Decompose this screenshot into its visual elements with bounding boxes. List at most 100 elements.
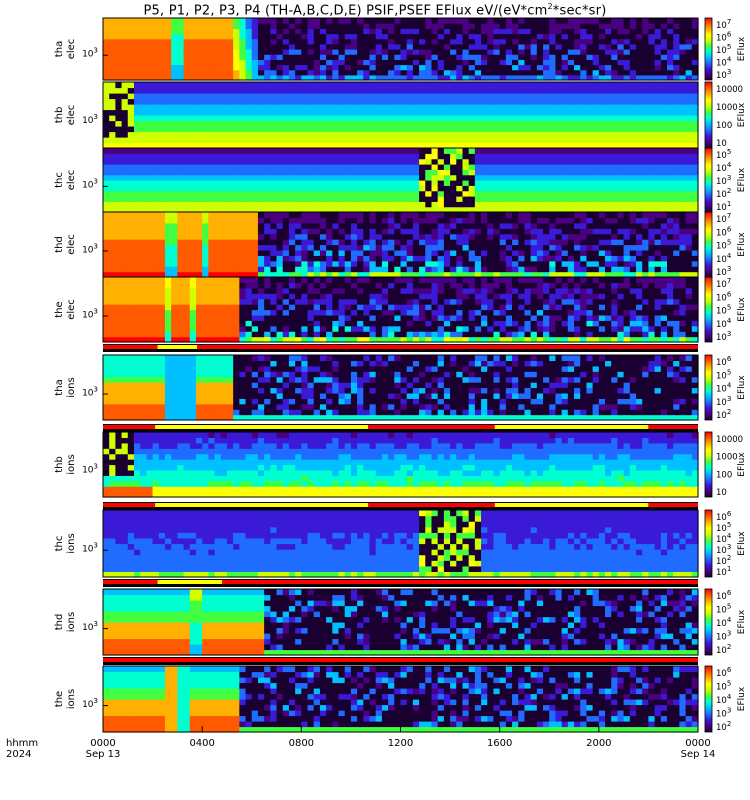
heatmap-cell [251, 314, 259, 321]
heatmap-cell [468, 212, 476, 219]
heatmap-cell [183, 244, 191, 251]
heatmap-cell [499, 109, 507, 116]
heatmap-cell [468, 54, 476, 60]
heatmap-cell [208, 180, 216, 186]
heatmap-cell [443, 233, 451, 240]
heatmap-cell [140, 28, 147, 35]
heatmap-cell [288, 185, 296, 192]
heatmap-cell [642, 109, 650, 116]
heatmap-cell [431, 120, 439, 127]
heatmap-cell [177, 131, 185, 138]
heatmap-cell [685, 69, 693, 76]
heatmap-cell [226, 109, 234, 116]
heatmap-cell [319, 23, 327, 29]
heatmap-cell [214, 185, 222, 192]
heatmap-cell [412, 266, 420, 273]
heatmap-cell [127, 104, 135, 111]
heatmap-cell [673, 104, 681, 111]
heatmap-cell [115, 190, 123, 197]
heatmap-cell [437, 158, 445, 165]
heatmap-cell [691, 49, 699, 55]
heatmap-cell [468, 142, 476, 149]
heatmap-cell [679, 109, 687, 116]
heatmap-cell [326, 104, 333, 111]
heatmap-cell [115, 131, 123, 138]
heatmap-cell [406, 87, 414, 94]
heatmap-cell [251, 309, 259, 316]
heatmap-cell [425, 115, 433, 122]
heatmap-cell [673, 164, 681, 170]
heatmap-cell [443, 206, 451, 213]
heatmap-cell [400, 87, 408, 94]
heatmap-cell [462, 196, 470, 202]
heatmap-cell [189, 174, 197, 181]
heatmap-cell [660, 174, 668, 181]
heatmap-cell [307, 126, 315, 133]
heatmap-cell [115, 271, 123, 278]
heatmap-cell [443, 82, 451, 89]
heatmap-cell [307, 49, 315, 55]
heatmap-cell [574, 153, 581, 160]
heatmap-cell [474, 164, 482, 170]
heatmap-cell [425, 196, 433, 202]
heatmap-cell [660, 104, 668, 111]
heatmap-cell [171, 309, 178, 316]
heatmap-cell [133, 222, 141, 229]
heatmap-cell [133, 82, 141, 89]
heatmap-cell [598, 233, 606, 240]
heatmap-cell [338, 49, 346, 55]
heatmap-cell [195, 180, 203, 186]
heatmap-cell [152, 304, 160, 311]
heatmap-cell [251, 104, 259, 111]
heatmap-cell [264, 309, 271, 316]
heatmap-cell [239, 158, 247, 165]
heatmap-cell [555, 196, 563, 202]
heatmap-cell [462, 38, 470, 45]
heatmap-cell [183, 260, 191, 267]
heatmap-cell [605, 255, 612, 262]
heatmap-cell [654, 169, 662, 176]
heatmap-cell [369, 38, 377, 45]
heatmap-cell [394, 260, 402, 267]
heatmap-cell [239, 82, 247, 89]
heatmap-cell [233, 64, 240, 71]
heatmap-cell [574, 137, 581, 144]
heatmap-cell [326, 190, 333, 197]
heatmap-cell [394, 158, 402, 165]
heatmap-cell [233, 309, 240, 316]
heatmap-cell [431, 82, 439, 89]
heatmap-cell [536, 82, 544, 89]
heatmap-cell [146, 196, 154, 202]
heatmap-cell [127, 87, 135, 94]
heatmap-cell [264, 33, 271, 40]
heatmap-cell [580, 244, 588, 251]
heatmap-cell [214, 69, 222, 76]
heatmap-cell [208, 228, 216, 235]
heatmap-cell [543, 93, 550, 100]
heatmap-cell [202, 164, 209, 170]
heatmap-cell [226, 331, 234, 338]
heatmap-cell [580, 38, 588, 45]
heatmap-cell [171, 104, 178, 111]
heatmap-cell [208, 142, 216, 149]
heatmap-cell [251, 43, 259, 50]
heatmap-cell [592, 212, 600, 219]
heatmap-cell [332, 228, 340, 235]
heatmap-cell [140, 217, 147, 224]
heatmap-cell [623, 23, 631, 29]
heatmap-cell [431, 109, 439, 116]
heatmap-cell [536, 120, 544, 127]
heatmap-cell [276, 54, 284, 60]
heatmap-cell [499, 180, 507, 186]
heatmap-cell [276, 255, 284, 262]
heatmap-cell [350, 169, 358, 176]
heatmap-cell [183, 201, 191, 208]
heatmap-cell [295, 98, 302, 105]
heatmap-cell [462, 222, 470, 229]
heatmap-cell [543, 18, 550, 24]
heatmap-cell [505, 49, 513, 55]
heatmap-cell [344, 131, 352, 138]
heatmap-cell [580, 82, 588, 89]
heatmap-cell [375, 69, 383, 76]
heatmap-cell [251, 93, 259, 100]
